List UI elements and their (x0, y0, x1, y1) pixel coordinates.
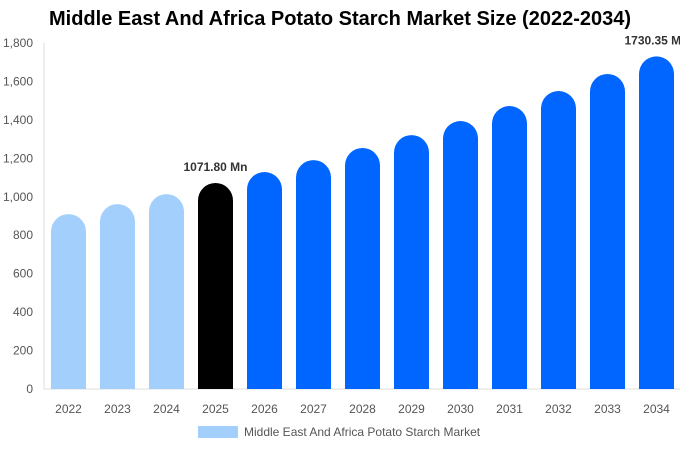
y-tick-label: 1,200 (3, 151, 33, 165)
legend-swatch (198, 426, 238, 438)
x-tick-label: 2034 (643, 402, 670, 416)
y-tick-label: 600 (13, 267, 33, 281)
y-tick-label: 800 (13, 228, 33, 242)
bar-2028 (345, 147, 380, 389)
x-tick-label: 2024 (153, 402, 180, 416)
legend: Middle East And Africa Potato Starch Mar… (198, 425, 480, 439)
bar-2032 (541, 91, 576, 390)
x-tick-label: 2028 (349, 402, 376, 416)
y-tick-label: 1,600 (3, 74, 33, 88)
y-tick-label: 400 (13, 305, 33, 319)
bar-2029 (394, 135, 429, 389)
data-label-2025: 1071.80 Mn (183, 160, 247, 174)
y-tick-label: 1,800 (3, 36, 33, 50)
bar-2031 (492, 106, 527, 389)
y-tick-label: 1,400 (3, 113, 33, 127)
bar-2027 (296, 160, 331, 389)
bar-2022 (51, 214, 86, 389)
x-tick-label: 2023 (104, 402, 131, 416)
y-tick-label: 0 (26, 382, 33, 396)
legend-label: Middle East And Africa Potato Starch Mar… (244, 425, 481, 439)
x-tick-label: 2025 (202, 402, 229, 416)
x-tick-label: 2033 (594, 402, 621, 416)
bar-2024 (149, 194, 184, 389)
y-tick-label: 200 (13, 344, 33, 358)
x-tick-label: 2022 (55, 402, 82, 416)
x-tick-label: 2026 (251, 402, 278, 416)
x-tick-label: 2030 (447, 402, 474, 416)
bar-2033 (590, 73, 625, 389)
bar-2023 (100, 204, 135, 389)
bar-2030 (443, 121, 478, 389)
bar-2026 (247, 171, 282, 389)
x-tick-label: 2031 (496, 402, 523, 416)
data-label-2034: 1730.35 Mn (624, 33, 680, 47)
x-tick-label: 2032 (545, 402, 572, 416)
chart-title: Middle East And Africa Potato Starch Mar… (48, 8, 632, 30)
bar-2034 (639, 56, 674, 389)
x-tick-label: 2027 (300, 402, 327, 416)
x-tick-label: 2029 (398, 402, 425, 416)
bar-2025 (198, 182, 233, 389)
y-tick-label: 1,000 (3, 190, 33, 204)
